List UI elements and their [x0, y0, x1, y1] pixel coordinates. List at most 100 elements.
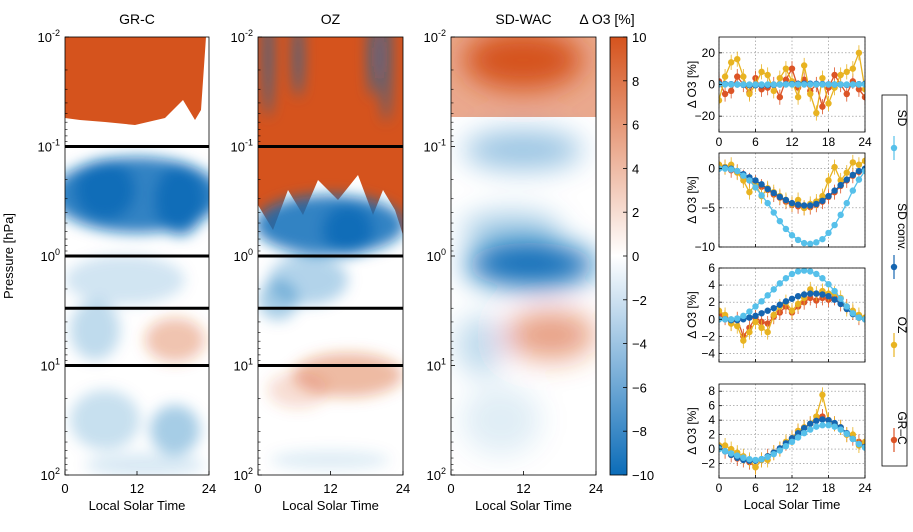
- data-point: [831, 71, 838, 79]
- tick-base: 10: [231, 140, 245, 155]
- data-point: [758, 298, 765, 305]
- data-point: [855, 49, 863, 57]
- data-point: [819, 235, 826, 243]
- data-point: [727, 166, 735, 173]
- data-point: [758, 81, 765, 88]
- panel-title: OZ: [321, 11, 341, 27]
- data-point: [855, 314, 863, 321]
- data-point: [776, 74, 784, 82]
- y-tick-label: 2: [708, 428, 715, 442]
- data-point: [734, 81, 741, 88]
- tick-base: 10: [38, 140, 52, 155]
- data-point: [764, 71, 771, 79]
- data-point: [758, 310, 765, 317]
- data-point: [764, 292, 771, 299]
- data-point: [764, 199, 771, 207]
- data-point: [807, 290, 814, 297]
- data-point: [837, 426, 844, 433]
- legend-marker: [890, 436, 898, 444]
- data-point: [770, 450, 777, 458]
- tick-exponent: -1: [438, 138, 446, 148]
- line-panel-2: 0 −5 −10 Δ O3 [%]: [685, 152, 866, 254]
- x-tick-label: 0: [716, 135, 723, 149]
- data-point: [800, 424, 808, 432]
- x-tick-label: 24: [202, 481, 216, 496]
- data-point: [776, 81, 784, 88]
- colorbar-tick-label: −8: [632, 424, 647, 439]
- data-point: [843, 303, 850, 310]
- y-tick-label: −2: [701, 329, 715, 343]
- field-blob: [155, 165, 205, 235]
- data-point: [734, 55, 741, 63]
- data-point: [831, 163, 838, 171]
- data-point: [800, 268, 808, 274]
- data-point: [788, 81, 796, 88]
- data-point: [813, 81, 820, 88]
- data-point: [727, 59, 735, 66]
- data-point: [807, 268, 814, 275]
- tick-base: 10: [41, 249, 55, 264]
- data-point: [861, 438, 865, 446]
- colorbar-tick-label: 6: [632, 118, 639, 133]
- data-point: [849, 171, 857, 179]
- data-point: [843, 199, 850, 207]
- data-point: [825, 192, 832, 200]
- tick-base: 10: [41, 468, 55, 483]
- data-point: [825, 177, 832, 184]
- data-point: [800, 81, 808, 88]
- y-tick-label: 101: [427, 357, 446, 374]
- data-point: [831, 296, 838, 303]
- data-point: [819, 291, 826, 298]
- field-blob: [65, 255, 185, 305]
- field-streak: [264, 37, 272, 117]
- y-tick-label: −4: [701, 346, 715, 360]
- field-blob: [150, 405, 200, 455]
- data-point: [752, 312, 759, 320]
- data-point: [782, 76, 790, 83]
- legend-marker: [890, 263, 898, 271]
- data-point: [734, 322, 741, 330]
- heatmap-field: [258, 37, 403, 475]
- data-point: [819, 192, 826, 200]
- data-point: [746, 177, 753, 184]
- tick-base: 10: [427, 468, 441, 483]
- y-tick-label: 102: [427, 466, 446, 483]
- data-point: [800, 62, 808, 69]
- data-point: [807, 426, 814, 433]
- data-point: [734, 452, 741, 459]
- y-axis-label: Δ O3 [%]: [685, 176, 699, 223]
- tick-base: 10: [427, 249, 441, 264]
- data-point: [740, 172, 747, 179]
- data-point: [819, 81, 826, 88]
- data-point: [746, 328, 753, 336]
- data-point: [776, 280, 784, 287]
- data-point: [794, 300, 802, 308]
- data-point: [721, 316, 729, 323]
- y-tick-label: 0: [708, 442, 715, 456]
- field-blob: [75, 160, 135, 220]
- data-point: [719, 307, 723, 314]
- colorbar-tick-label: 10: [632, 30, 646, 45]
- y-tick-label: 6: [708, 261, 715, 275]
- data-point: [727, 87, 735, 95]
- data-point: [721, 90, 729, 98]
- y-tick-label: 10-2: [38, 28, 60, 45]
- data-point: [782, 298, 790, 305]
- colorbar-label: Δ O3 [%]: [579, 11, 634, 27]
- y-tick-label: 102: [41, 466, 60, 483]
- data-point: [734, 167, 741, 175]
- data-point: [837, 181, 844, 189]
- data-point: [719, 97, 723, 104]
- data-point: [764, 453, 771, 461]
- x-tick-label: 0: [716, 481, 723, 495]
- data-point: [740, 312, 747, 320]
- field-blob: [145, 318, 205, 362]
- data-point: [861, 444, 865, 451]
- x-tick-label: 12: [785, 135, 799, 149]
- y-tick-label: −2: [701, 457, 715, 471]
- data-point: [855, 167, 863, 175]
- data-point: [788, 307, 796, 314]
- tick-exponent: 2: [441, 466, 446, 476]
